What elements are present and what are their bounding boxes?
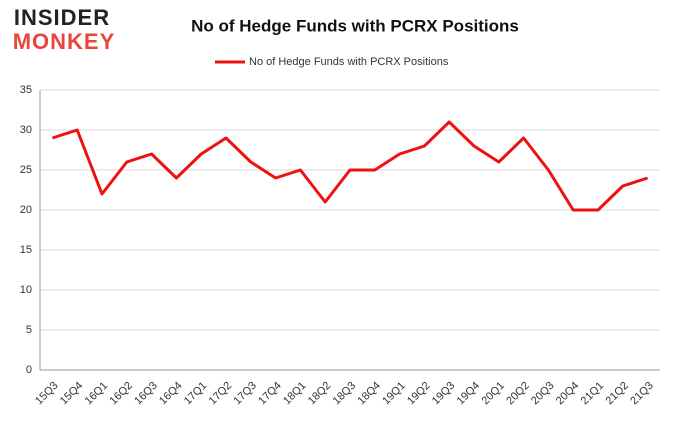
y-tick-label: 30	[20, 124, 32, 136]
y-tick-label: 5	[26, 324, 32, 336]
brand-line2: MONKEY	[13, 29, 116, 54]
x-tick-label: 19Q2	[405, 380, 433, 408]
x-tick-label: 18Q4	[355, 380, 383, 408]
chart-title: No of Hedge Funds with PCRX Positions	[191, 16, 519, 35]
x-tick-label: 18Q2	[306, 380, 334, 408]
x-tick-label: 16Q4	[157, 380, 185, 408]
x-tick-label: 19Q1	[380, 380, 408, 408]
data-line	[51, 120, 649, 212]
x-tick-label: 21Q2	[603, 380, 631, 408]
x-tick-label: 16Q3	[132, 380, 160, 408]
y-tick-label: 10	[20, 284, 32, 296]
x-tick-label: 18Q3	[331, 380, 359, 408]
y-tick-label: 15	[20, 244, 32, 256]
x-tick-label: 15Q4	[58, 380, 86, 408]
x-tick-label: 17Q1	[182, 380, 210, 408]
y-tick-label: 25	[20, 164, 32, 176]
x-tick-label: 17Q4	[256, 380, 284, 408]
x-tick-label: 18Q1	[281, 380, 309, 408]
x-tick-label: 19Q4	[455, 380, 483, 408]
x-tick-label: 15Q3	[33, 380, 61, 408]
y-tick-label: 35	[20, 84, 32, 96]
y-tick-label: 0	[26, 364, 32, 376]
x-tick-label: 17Q3	[231, 380, 259, 408]
x-tick-label: 16Q1	[83, 380, 111, 408]
x-tick-label: 20Q2	[504, 380, 532, 408]
x-tick-label: 20Q3	[529, 380, 557, 408]
legend-label: No of Hedge Funds with PCRX Positions	[249, 56, 449, 68]
y-tick-label: 20	[20, 204, 32, 216]
x-tick-label: 19Q3	[430, 380, 458, 408]
x-tick-label: 20Q4	[554, 380, 582, 408]
x-tick-label: 16Q2	[107, 380, 135, 408]
brand-line1: INSIDER	[14, 5, 110, 30]
x-tick-label: 21Q3	[628, 380, 656, 408]
x-tick-label: 17Q2	[207, 380, 235, 408]
x-tick-label: 21Q1	[579, 380, 607, 408]
x-tick-label: 20Q1	[479, 380, 507, 408]
